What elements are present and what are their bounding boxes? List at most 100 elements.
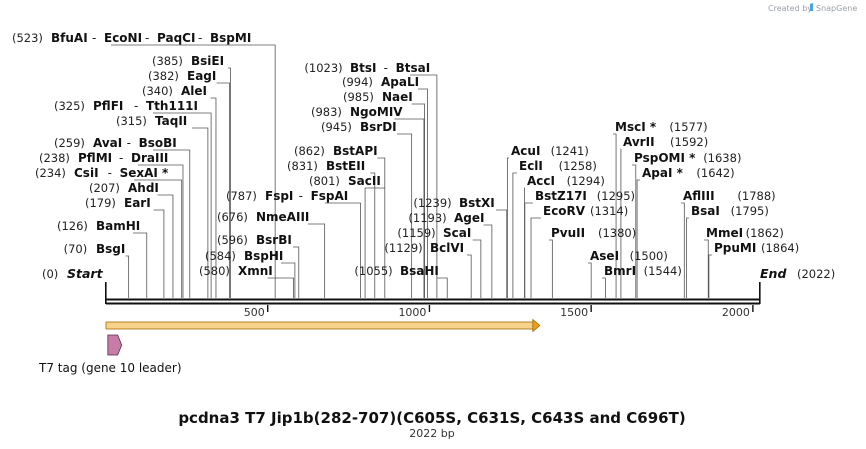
site-enzyme-name: BmrI <box>604 264 636 278</box>
site-position: (382) <box>148 69 179 83</box>
restriction-site: (179) EarI <box>85 196 151 210</box>
site-position: (584) <box>205 249 236 263</box>
site-leader <box>636 179 640 298</box>
site-leader <box>370 172 376 298</box>
restriction-site: (801) SacII <box>309 174 381 188</box>
restriction-site: (1193) AgeI <box>408 211 484 225</box>
site-position: (385) <box>152 54 183 68</box>
site-leader <box>228 67 231 298</box>
site-enzyme-name: BspMI <box>210 31 251 45</box>
site-leader <box>708 254 712 298</box>
site-leader <box>496 209 508 298</box>
restriction-site: AflIII (1788) <box>683 189 776 203</box>
site-leader <box>530 217 541 298</box>
site-leader <box>157 194 174 298</box>
start-position: (0) <box>42 267 58 281</box>
restriction-site: (234) CsiI - SexAI * <box>35 166 169 180</box>
restriction-site: AcuI (1241) <box>511 144 589 158</box>
site-enzyme-name: EcoRV <box>543 204 586 218</box>
site-enzyme-name: BsrDI <box>360 120 397 134</box>
site-leader-lines <box>111 44 712 298</box>
site-enzyme-name: EagI <box>187 69 216 83</box>
restriction-site: (580) XmnI <box>199 264 273 278</box>
site-leader <box>138 164 184 298</box>
site-position: (1023) <box>304 61 342 75</box>
site-position: (1294) <box>567 174 605 188</box>
brand-created-by: Created by <box>768 4 812 13</box>
site-separator: - <box>299 189 303 203</box>
snapgene-brand: Created by SnapGene <box>768 3 857 13</box>
sequence-ruler: 500 1000 1500 2000 <box>105 282 761 319</box>
site-enzyme-name: ApaLI <box>381 75 419 89</box>
site-position: (983) <box>311 105 342 119</box>
orf-band <box>105 321 534 330</box>
restriction-site: (523) BfuAI - EcoNI - PaqCI - BspMI <box>12 31 251 45</box>
brand-name: SnapGene <box>816 4 857 13</box>
site-separator: - <box>108 166 112 180</box>
site-leader <box>216 82 230 298</box>
site-enzyme-name: BsiEI <box>191 54 224 68</box>
site-enzyme-name: TaqII <box>155 114 187 128</box>
orf-arrow <box>105 318 541 333</box>
site-leader <box>613 133 617 298</box>
map-length: 2022 bp <box>409 427 454 440</box>
site-position: (1314) <box>590 204 628 218</box>
restriction-site: (315) TaqII <box>116 114 187 128</box>
site-enzyme-name: PpuMI <box>714 241 756 255</box>
snapgene-logo-icon <box>810 3 813 11</box>
end-position: (2022) <box>797 267 835 281</box>
site-position: (523) <box>12 31 43 45</box>
site-leader <box>210 97 217 298</box>
site-position: (1638) <box>703 151 741 165</box>
ruler-ticks: 500 1000 1500 2000 <box>244 305 754 319</box>
site-enzyme-name: BamHI <box>96 219 140 233</box>
restriction-site: BsaI (1795) <box>691 204 769 218</box>
restriction-site: (207) AhdI <box>89 181 159 195</box>
restriction-site: EcoRV (1314) <box>543 204 628 218</box>
site-separator: - <box>119 151 123 165</box>
restriction-site: PspOMI * (1638) <box>634 151 741 165</box>
restriction-site: (70) BsgI <box>64 242 126 256</box>
feature-label: T7 tag (gene 10 leader) <box>38 361 182 375</box>
restriction-site: (1023) BtsI - BtsaI <box>304 61 430 75</box>
site-enzyme-name: ApaI * <box>642 166 684 180</box>
site-leader <box>483 224 493 298</box>
site-position: (1129) <box>384 241 422 255</box>
site-enzyme-name: BstZ17I <box>535 189 587 203</box>
site-leader <box>293 246 300 298</box>
site-position: (801) <box>309 174 340 188</box>
restriction-site: AseI (1500) <box>590 249 668 263</box>
restriction-site: (584) BspHI <box>205 249 283 263</box>
restriction-site: BstZ17I (1295) <box>535 189 635 203</box>
site-position: (580) <box>199 264 230 278</box>
site-enzyme-name: BsaHI <box>400 264 439 278</box>
feature-t7-tag: T7 tag (gene 10 leader) <box>38 334 182 375</box>
restriction-site: PpuMI (1864) <box>714 241 799 255</box>
site-enzyme-name: Tth111I <box>146 99 198 113</box>
site-enzyme-name: BstXI <box>459 196 495 210</box>
restriction-site: (126) BamHI <box>57 219 140 233</box>
site-enzyme-name: BfuAI <box>51 31 88 45</box>
site-separator: - <box>127 136 131 150</box>
site-separator: - <box>145 31 149 45</box>
site-position: (1592) <box>670 135 708 149</box>
site-separator: - <box>198 31 202 45</box>
restriction-site: AvrII (1592) <box>623 135 708 149</box>
site-leader <box>472 239 482 298</box>
site-leader <box>377 157 386 298</box>
site-enzyme-name: BstEII <box>326 159 365 173</box>
site-separator: - <box>384 61 388 75</box>
site-position: (862) <box>294 144 325 158</box>
site-position: (1055) <box>354 264 392 278</box>
site-leader <box>632 164 637 298</box>
site-leader <box>192 127 209 298</box>
ruler-tick-label: 2000 <box>722 306 750 319</box>
restriction-site: (676) NmeAIII <box>217 210 309 224</box>
site-position: (340) <box>142 84 173 98</box>
site-enzyme-name: CsiI <box>74 166 99 180</box>
restriction-site: ApaI * (1642) <box>642 166 735 180</box>
restriction-site: (1129) BclVI <box>384 241 464 255</box>
site-enzyme-name: AccI <box>527 174 555 188</box>
site-position: (945) <box>321 120 352 134</box>
site-enzyme-name: BsaI <box>691 204 720 218</box>
